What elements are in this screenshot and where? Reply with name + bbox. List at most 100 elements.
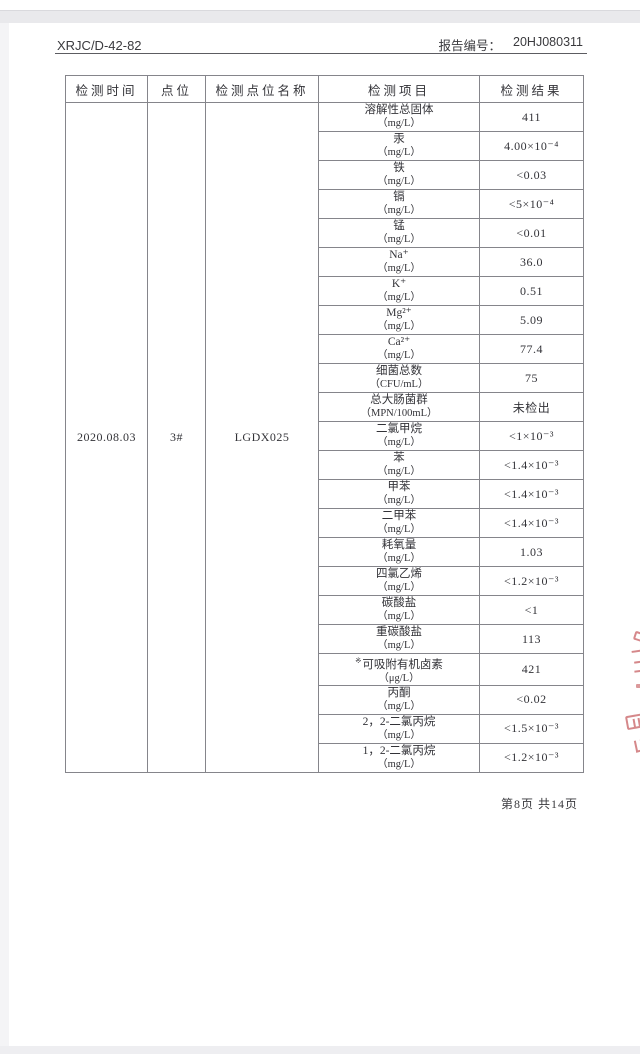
item-unit: （mg/L） [377,147,421,158]
table-row: 1，2-二氯丙烷 （mg/L） <1.2×10⁻³ [66,742,584,773]
item-cell: 1，2-二氯丙烷 （mg/L） [318,742,480,773]
item-unit: （mg/L） [377,640,421,651]
item-unit: （mg/L） [377,553,421,564]
result-cell: <1.5×10⁻³ [479,713,584,744]
scan-edge-bottom [0,1046,640,1054]
item-cell: 重碳酸盐 （mg/L） [318,624,480,654]
column-header: 检测时间 [65,75,148,103]
table-row: ※可吸附有机卤素 （μg/L） 421 [66,653,584,686]
item-name: 丙酮 [387,686,411,699]
sample-time: 2020.08.03 [65,102,148,773]
result-cell: <1×10⁻³ [479,421,584,451]
table-row: 苯 （mg/L） <1.4×10⁻³ [66,450,584,480]
item-cell: Mg²⁺ （mg/L） [318,305,480,335]
table-header-row: 检测时间 点位 检测点位名称 检测项目 检测结果 [65,75,584,103]
result-cell: <1.4×10⁻³ [479,450,584,480]
results-table-wrap: 检测时间 点位 检测点位名称 检测项目 检测结果 2020.08.03 3# LGDX025… [65,75,584,773]
column-header: 检测结果 [479,75,584,103]
table-row: 细菌总数 （CFU/mL） 75 [66,363,584,393]
result-cell: <0.01 [479,218,584,248]
doc-code: XRJC/D-42-82 [57,38,142,53]
item-unit: （mg/L） [377,350,421,361]
item-cell: 甲苯 （mg/L） [318,479,480,509]
item-unit: （mg/L） [377,700,421,712]
results-table-body: 2020.08.03 3# LGDX025 溶解性总固体 （mg/L） 411 汞 （mg/L… [65,102,584,773]
result-cell: <5×10⁻⁴ [479,189,584,219]
item-name: 锰 [393,220,405,232]
item-unit: （μg/L） [378,672,420,684]
item-unit: （mg/L） [377,466,421,477]
result-cell: <1.2×10⁻³ [479,742,584,773]
item-name: 苯 [393,452,405,464]
table-row: 丙酮 （mg/L） <0.02 [66,684,584,715]
item-cell: ※可吸附有机卤素 （μg/L） [318,653,480,686]
item-unit: （mg/L） [377,292,421,303]
item-unit: （mg/L） [377,524,421,535]
item-name: 耗氧量 [381,539,417,551]
red-stamp-fragment [633,739,640,753]
result-cell: 411 [479,102,584,132]
item-unit: （mg/L） [377,758,421,770]
item-footnote-mark: ※ [355,656,362,665]
item-cell: 苯 （mg/L） [318,450,480,480]
item-name: 2，2-二氯丙烷 [362,715,436,728]
result-cell: <1.4×10⁻³ [479,508,584,538]
item-name: 二甲苯 [381,510,417,522]
column-header: 检测项目 [318,75,480,103]
item-cell: Na⁺ （mg/L） [318,247,480,277]
item-cell: Ca²⁺ （mg/L） [318,334,480,364]
table-row: 二氯甲烷 （mg/L） <1×10⁻³ [66,421,584,451]
result-cell: 1.03 [479,537,584,567]
item-cell: 丙酮 （mg/L） [318,684,480,715]
table-row: 耗氧量 （mg/L） 1.03 [66,537,584,567]
item-name: Mg²⁺ [386,307,412,319]
item-name: 铁 [393,162,405,174]
item-cell: 镉 （mg/L） [318,189,480,219]
red-stamp-fragment [636,684,640,688]
item-cell: 四氯乙烯 （mg/L） [318,566,480,596]
result-cell: 未检出 [479,392,584,422]
item-unit: （mg/L） [377,495,421,506]
item-unit: （mg/L） [377,611,421,622]
column-header: 点位 [147,75,206,103]
item-name: K⁺ [391,278,407,290]
table-row: Ca²⁺ （mg/L） 77.4 [66,334,584,364]
table-row: K⁺ （mg/L） 0.51 [66,276,584,306]
item-unit: （MPN/100mL） [360,408,438,419]
item-name: 重碳酸盐 [376,626,422,638]
table-row: Mg²⁺ （mg/L） 5.09 [66,305,584,335]
item-name: 总大肠菌群 [370,394,428,406]
item-unit: （mg/L） [377,118,421,129]
result-cell: <1.2×10⁻³ [479,566,584,596]
item-name: 镉 [393,191,405,203]
sample-point: 3# [147,102,206,773]
result-cell: 36.0 [479,247,584,277]
table-row: 总大肠菌群 （MPN/100mL） 未检出 [66,392,584,422]
item-name: 碳酸盐 [381,597,417,609]
result-cell: 5.09 [479,305,584,335]
report-number-label: 报告编号： [438,39,502,53]
item-cell: 二甲苯 （mg/L） [318,508,480,538]
item-cell: 汞 （mg/L） [318,131,480,161]
report-number: 报告编号： 20HJ080311 [439,35,583,54]
item-name: Ca²⁺ [387,336,411,348]
page-header: XRJC/D-42-82 报告编号： 20HJ080311 [57,35,583,54]
item-cell: 锰 （mg/L） [318,218,480,248]
item-unit: （mg/L） [377,263,421,274]
scan-edge-left [0,23,9,1046]
page-number: 第8页 共14页 [500,797,578,811]
result-cell: 421 [479,653,584,686]
item-unit: （mg/L） [377,176,421,187]
table-row: 重碳酸盐 （mg/L） 113 [66,624,584,654]
item-name: 二氯甲烷 [376,423,422,435]
table-row: 四氯乙烯 （mg/L） <1.2×10⁻³ [66,566,584,596]
table-row: 2，2-二氯丙烷 （mg/L） <1.5×10⁻³ [66,713,584,744]
table-row: 2020.08.03 3# LGDX025 溶解性总固体 （mg/L） 411 [65,102,584,773]
item-unit: （mg/L） [377,205,421,216]
result-cell: 0.51 [479,276,584,306]
red-stamp-fragment [631,649,640,673]
table-row: 汞 （mg/L） 4.00×10⁻⁴ [66,131,584,161]
item-unit: （mg/L） [377,729,421,741]
item-name: 汞 [393,133,405,145]
item-name: ※可吸附有机卤素 [355,656,443,671]
